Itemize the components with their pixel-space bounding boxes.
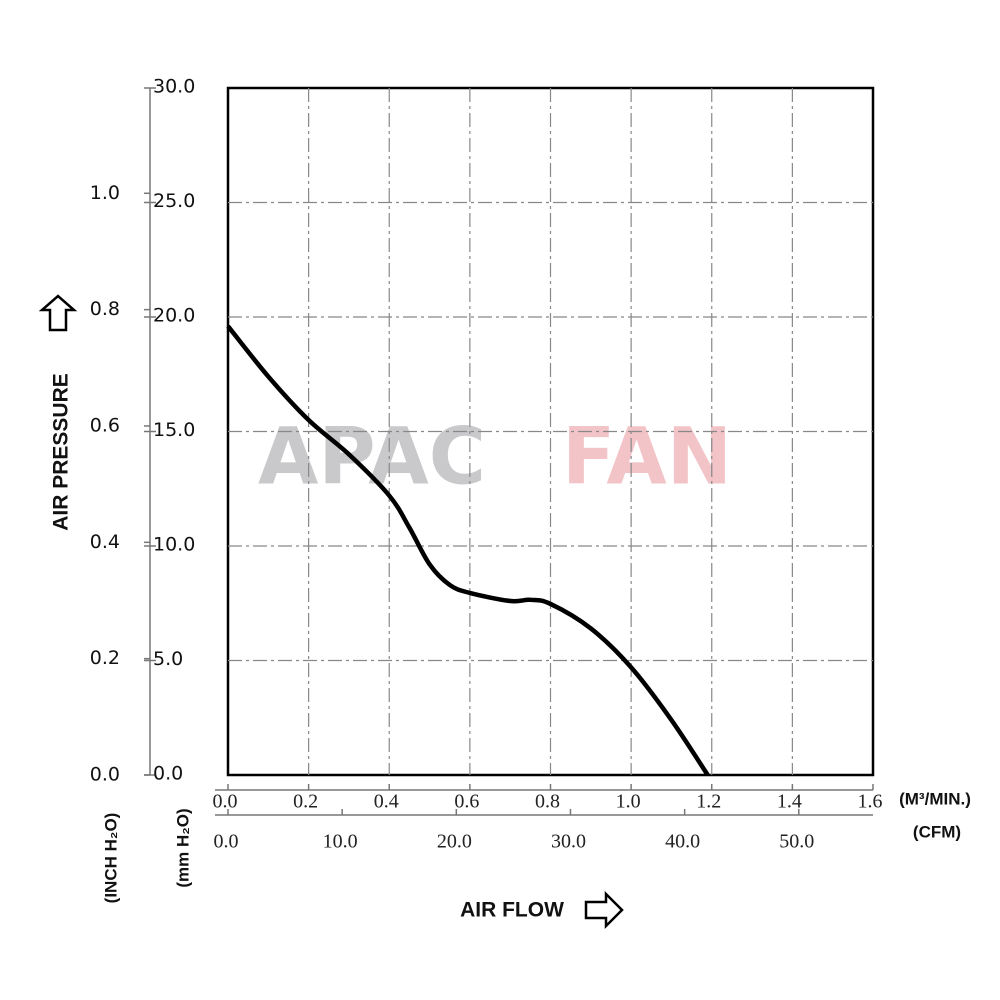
y2-tick-label: 0.2 <box>90 647 120 669</box>
y-tick-label: 0.0 <box>153 763 183 785</box>
y-tick-label: 5.0 <box>153 648 183 670</box>
y-tick-label: 30.0 <box>153 76 195 98</box>
up-arrow-icon <box>38 294 78 332</box>
x2-tick-label: 50.0 <box>779 831 814 853</box>
y2-tick-label: 0.4 <box>90 531 120 553</box>
x-tick-label: 0.6 <box>454 791 479 813</box>
pq-curve <box>226 324 710 777</box>
x2-tick-label: 40.0 <box>665 831 700 853</box>
y2-unit: (INCH H₂O) <box>101 813 120 904</box>
x-tick-label: 1.2 <box>696 791 721 813</box>
y2-tick-label: 1.0 <box>90 182 120 204</box>
x-tick-label: 1.6 <box>858 791 883 813</box>
watermark: APAC FAN <box>258 412 732 502</box>
x-tick-label: 0.2 <box>293 791 318 813</box>
x-axis-title: AIR FLOW <box>460 899 564 922</box>
x-unit: (M³/MIN.) <box>899 789 971 808</box>
y2-tick-label: 0.6 <box>90 414 120 436</box>
watermark-text: FAN <box>562 412 732 502</box>
x2-tick-label: 30.0 <box>551 831 586 853</box>
x-tick-label: 0.8 <box>535 791 560 813</box>
y-unit: (mm H₂O) <box>173 808 192 887</box>
x2-tick-label: 0.0 <box>214 831 239 853</box>
x2-tick-label: 20.0 <box>437 831 472 853</box>
x-tick-label: 0.0 <box>213 791 238 813</box>
x-tick-label: 0.4 <box>374 791 399 813</box>
y2-tick-label: 0.0 <box>90 764 120 786</box>
x2-unit: (CFM) <box>913 822 961 841</box>
x-tick-label: 1.4 <box>777 791 802 813</box>
y-tick-label: 20.0 <box>153 305 195 327</box>
x2-tick-label: 10.0 <box>323 831 358 853</box>
y-tick-label: 10.0 <box>153 534 195 556</box>
watermark-text: APAC <box>258 412 486 502</box>
y-tick-label: 15.0 <box>153 419 195 441</box>
y-tick-label: 25.0 <box>153 190 195 212</box>
y-axis-title: AIR PRESSURE <box>50 373 73 531</box>
right-arrow-icon <box>584 890 624 930</box>
x-tick-label: 1.0 <box>616 791 641 813</box>
y2-tick-label: 0.8 <box>90 298 120 320</box>
